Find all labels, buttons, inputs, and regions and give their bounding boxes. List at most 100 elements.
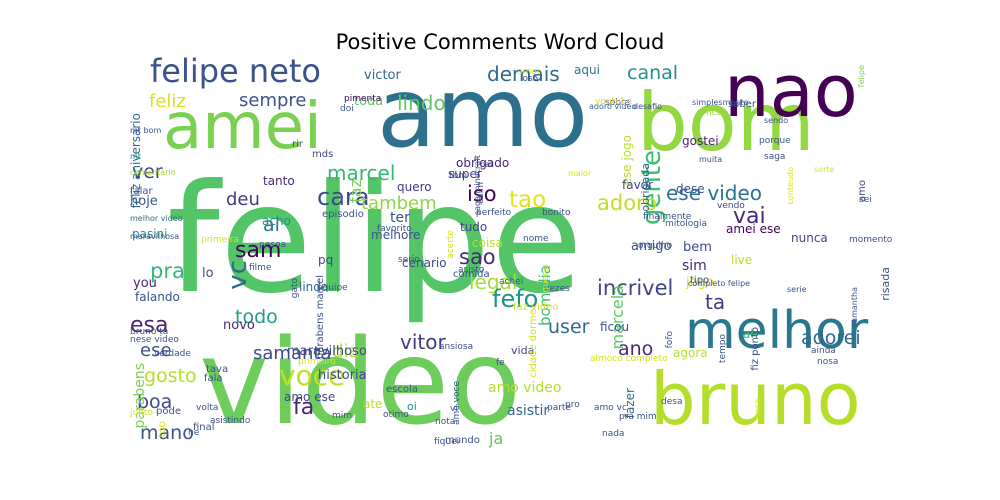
cloud-word: filme	[249, 263, 272, 273]
cloud-word: cidade dorme	[528, 309, 539, 378]
cloud-word: fica	[706, 108, 723, 118]
cloud-word: completo felipe	[688, 279, 751, 288]
cloud-word: pesoa	[259, 240, 286, 250]
cloud-word: video	[199, 313, 522, 451]
cloud-word: ter	[390, 210, 410, 226]
cloud-word: iso	[467, 182, 497, 206]
cloud-word: fiz ponto	[750, 327, 761, 371]
cloud-word: deu	[226, 189, 260, 210]
chart-title: Positive Comments Word Cloud	[335, 30, 665, 54]
cloud-word: nota	[435, 417, 456, 427]
cloud-word: amo voce	[452, 381, 462, 425]
cloud-word: nunca	[791, 231, 828, 245]
cloud-word: linda	[299, 280, 329, 294]
cloud-word: fala	[204, 373, 223, 384]
cloud-word: youtube	[595, 97, 633, 107]
cloud-word: oi	[407, 400, 417, 413]
cloud-word: mds	[312, 149, 334, 160]
word-cloud: felipe video amo bom nao bruno amei melhor felip…	[127, 55, 899, 452]
cloud-word: mundo	[445, 435, 480, 446]
cloud-word: tanto	[263, 174, 295, 188]
cloud-word: pro	[565, 400, 580, 410]
cloud-word: cenario	[402, 256, 447, 270]
cloud-word: muita	[699, 155, 723, 164]
cloud-word: adorei	[801, 327, 861, 349]
cloud-word: saber	[728, 99, 756, 110]
cloud-word: toda	[354, 94, 384, 109]
cloud-word: voce	[279, 359, 346, 392]
cloud-word: vi	[450, 404, 458, 414]
cloud-word: mano	[140, 422, 194, 444]
cloud-word: ansiosa	[439, 342, 474, 352]
cloud-word: simplesmente	[692, 98, 749, 107]
cloud-word: acerte	[446, 230, 456, 259]
cloud-word: ja	[489, 429, 504, 448]
cloud-word: felipe	[167, 153, 583, 327]
cloud-word: boa	[137, 391, 173, 413]
cloud-word: verdade	[154, 349, 191, 359]
cloud-word: tbm	[449, 171, 468, 181]
cloud-word: bem	[683, 240, 712, 255]
cloud-word: ta	[705, 290, 726, 314]
cloud-word: agora	[673, 346, 708, 360]
cloud-word: amigo	[631, 239, 672, 254]
cloud-word: tudo	[460, 220, 488, 234]
cloud-word: mitologia	[665, 219, 708, 229]
cloud-word: asim	[476, 182, 486, 204]
cloud-word: vendo	[717, 201, 745, 211]
cloud-word: maravilhoso	[287, 344, 367, 359]
cloud-word: falar	[130, 186, 153, 197]
cloud-word: fa	[293, 395, 315, 420]
cloud-word: junto	[130, 408, 153, 418]
cloud-word: pai	[480, 160, 493, 169]
cloud-word: escola	[386, 384, 418, 395]
cloud-word: serie	[787, 285, 807, 294]
cloud-word: pimenta	[344, 94, 382, 104]
cloud-word: conteudo	[786, 167, 795, 205]
cloud-word: asistir	[507, 403, 550, 419]
cloud-word: felipe neto	[150, 55, 321, 90]
cloud-word: melhore	[371, 228, 421, 242]
cloud-word: pra mim	[619, 412, 657, 422]
cloud-word: novo	[223, 318, 255, 333]
cloud-word: aqui	[574, 63, 600, 77]
cloud-word: ah	[743, 327, 758, 341]
cloud-word: amo video	[488, 380, 562, 396]
cloud-word: sendo	[764, 116, 789, 125]
cloud-word: feliz	[149, 91, 186, 112]
cloud-word: ne	[188, 428, 200, 438]
cloud-word: final	[193, 422, 215, 433]
cloud-word: tao	[509, 187, 547, 213]
cloud-word: samantha	[850, 287, 859, 327]
cloud-word: desa	[661, 397, 683, 407]
cloud-word: doi	[340, 104, 354, 114]
cloud-word: nome	[523, 234, 549, 244]
cloud-word: sao	[459, 245, 496, 269]
cloud-word: almoco completo	[590, 354, 668, 364]
cloud-word: amei	[163, 90, 322, 164]
cloud-word: fofo	[665, 331, 675, 349]
cloud-word: super	[448, 167, 482, 181]
cloud-word: pasini	[132, 227, 168, 241]
cloud-word: vida	[511, 344, 535, 357]
cloud-word: dese	[676, 182, 705, 196]
cloud-word: historia	[318, 368, 367, 383]
cloud-word: comida	[453, 269, 490, 280]
cloud-word: comentario	[130, 168, 176, 177]
cloud-word: jogo	[686, 275, 714, 290]
cloud-word: fe	[496, 358, 505, 368]
cloud-word: dia	[332, 341, 360, 362]
cloud-word: favor	[622, 178, 653, 192]
cloud-word: gato	[290, 278, 300, 299]
cloud-word: achei	[499, 277, 524, 287]
cloud-word: nese video	[130, 335, 179, 345]
cloud-word: vai	[733, 204, 766, 229]
cloud-word: sam	[235, 238, 282, 263]
cloud-word: melhor	[685, 301, 869, 361]
cloud-word: coisa	[472, 236, 503, 250]
cloud-word: bruno ta	[130, 327, 169, 337]
cloud-word: pra	[150, 259, 185, 283]
cloud-word: melhor video	[130, 214, 183, 223]
cloud-word: lo	[202, 266, 214, 281]
cloud-word: mim	[332, 411, 353, 421]
